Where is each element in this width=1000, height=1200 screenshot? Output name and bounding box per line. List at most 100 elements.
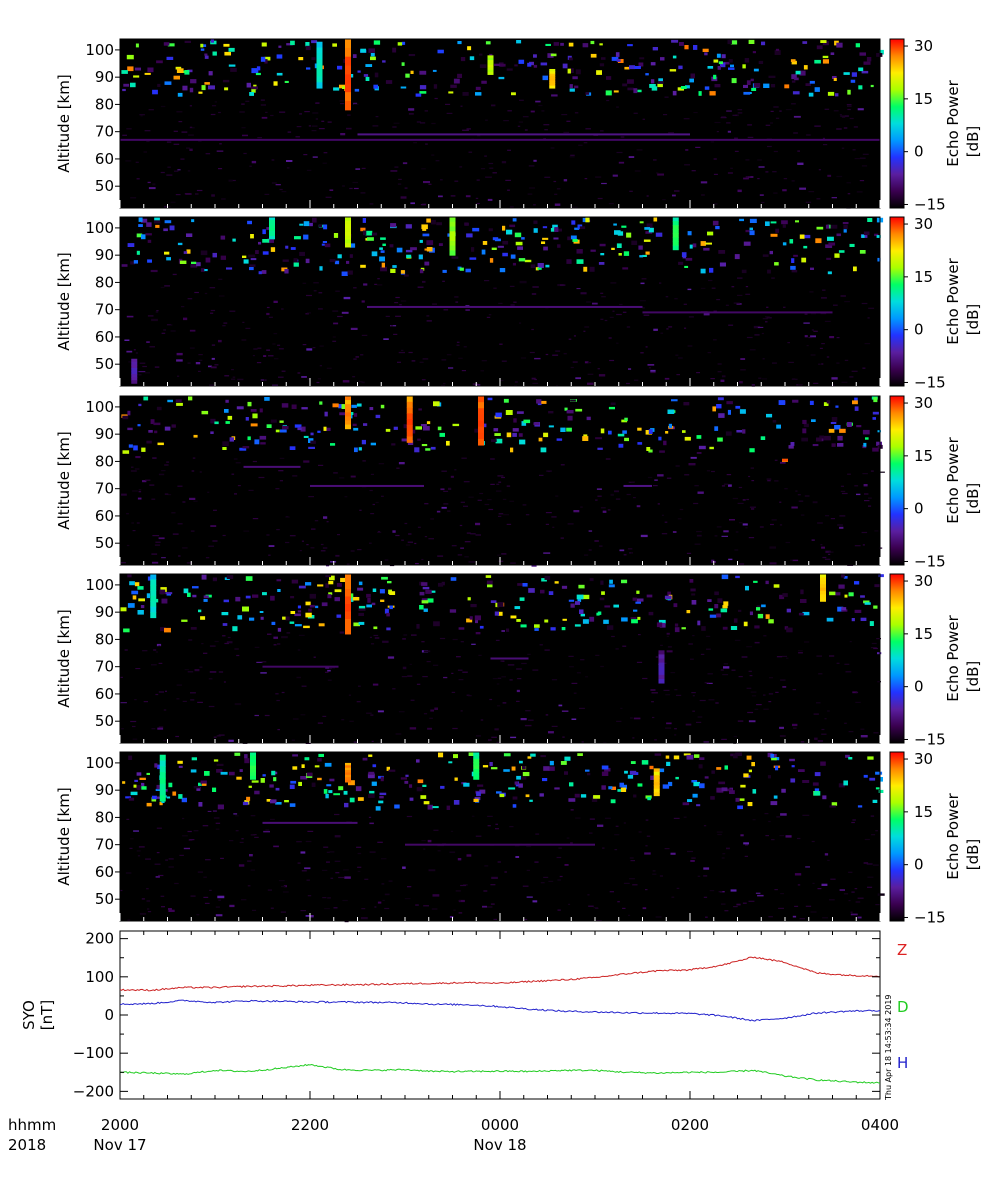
echo-cell <box>633 717 641 720</box>
echo-cell <box>176 68 184 73</box>
echo-cell <box>785 541 791 544</box>
echo-cell <box>459 166 463 168</box>
echo-cell <box>843 127 848 129</box>
echo-cell <box>305 915 310 917</box>
echo-cell <box>324 411 328 417</box>
echo-cell <box>477 135 481 137</box>
echo-cell <box>347 270 353 275</box>
echo-cell <box>765 580 769 585</box>
echo-cell <box>637 616 641 620</box>
echo-cell <box>449 609 457 613</box>
echo-cell <box>770 122 773 124</box>
echo-cell <box>249 165 252 167</box>
echo-cell <box>369 822 374 825</box>
echo-cell <box>703 875 708 877</box>
timestamp-stamp: Thu Apr 18 14:53:34 2019 <box>884 994 893 1101</box>
echo-cell <box>827 91 835 96</box>
echo-cell <box>691 692 696 694</box>
echo-cell <box>276 579 282 582</box>
echo-cell <box>422 228 427 231</box>
echo-cell <box>234 648 239 650</box>
echo-cell <box>431 122 436 125</box>
echo-cell <box>589 832 593 834</box>
echo-cell <box>250 815 256 817</box>
echo-streak <box>473 758 480 763</box>
echo-cell <box>457 266 462 271</box>
echo-cell <box>417 438 421 441</box>
echo-cell <box>588 549 592 551</box>
colorbar-unit: [dB] <box>964 483 982 515</box>
echo-cell <box>627 79 634 84</box>
echo-cell <box>451 691 456 693</box>
echo-cell <box>138 489 142 491</box>
echo-cell <box>765 321 768 323</box>
echo-cell <box>861 165 868 167</box>
echo-cell <box>610 282 617 284</box>
echo-cell <box>743 241 751 246</box>
echo-cell <box>662 662 667 664</box>
echo-streak <box>487 55 494 59</box>
echo-cell <box>835 592 841 596</box>
echo-cell <box>847 422 852 427</box>
echo-cell <box>768 75 776 78</box>
echo-cell <box>176 402 183 406</box>
echo-cell <box>875 830 878 832</box>
echo-cell <box>507 149 511 151</box>
echo-cell <box>314 765 320 768</box>
echo-cell <box>516 668 522 670</box>
echo-cell <box>782 593 788 597</box>
echo-streak <box>159 789 166 796</box>
echo-cell <box>224 642 229 645</box>
time-tick-label: 0000 <box>481 1116 519 1134</box>
echo-cell <box>616 342 619 344</box>
echo-cell <box>280 911 286 913</box>
echo-cell <box>352 423 357 426</box>
echo-cell <box>369 203 374 205</box>
echo-cell <box>497 677 502 679</box>
echo-cell <box>849 117 854 120</box>
echo-cell <box>326 521 329 523</box>
echo-cell <box>259 435 267 440</box>
echo-cell <box>570 809 574 811</box>
echo-cell <box>576 594 584 600</box>
echo-cell <box>489 698 493 701</box>
echo-cell <box>390 170 398 172</box>
echo-cell <box>545 353 549 356</box>
echo-cell <box>512 804 517 808</box>
echo-cell <box>791 506 798 509</box>
echo-cell <box>687 850 693 853</box>
echo-cell <box>249 92 254 96</box>
echo-streak <box>150 584 157 591</box>
colorbar-tick-label: 0 <box>914 678 924 696</box>
echo-cell <box>434 707 438 710</box>
echo-cell <box>181 131 188 133</box>
echo-cell <box>267 633 272 635</box>
echo-cell <box>167 43 175 47</box>
echo-cell <box>365 230 373 236</box>
echo-cell <box>327 594 332 599</box>
echo-cell <box>528 588 535 593</box>
echo-cell <box>631 619 638 624</box>
echo-cell <box>692 695 695 697</box>
echo-cell <box>164 81 172 85</box>
echo-cell <box>213 759 219 762</box>
echo-cell <box>275 693 279 695</box>
echo-streak <box>478 420 484 428</box>
echo-cell <box>292 718 299 720</box>
echo-cell <box>837 606 844 612</box>
echo-cell <box>156 852 160 854</box>
echo-cell <box>636 598 644 602</box>
echo-cell <box>693 112 698 114</box>
echo-cell <box>434 97 438 100</box>
echo-cell <box>212 252 217 258</box>
echo-cell <box>651 86 658 91</box>
echo-streak <box>473 775 480 780</box>
echo-cell <box>250 834 255 836</box>
echo-streak <box>269 233 275 237</box>
echo-cell <box>700 181 708 184</box>
echo-cell <box>176 359 183 362</box>
echo-cell <box>608 203 614 205</box>
echo-streak <box>345 83 351 93</box>
echo-cell <box>714 84 721 88</box>
echo-cell <box>857 805 863 808</box>
